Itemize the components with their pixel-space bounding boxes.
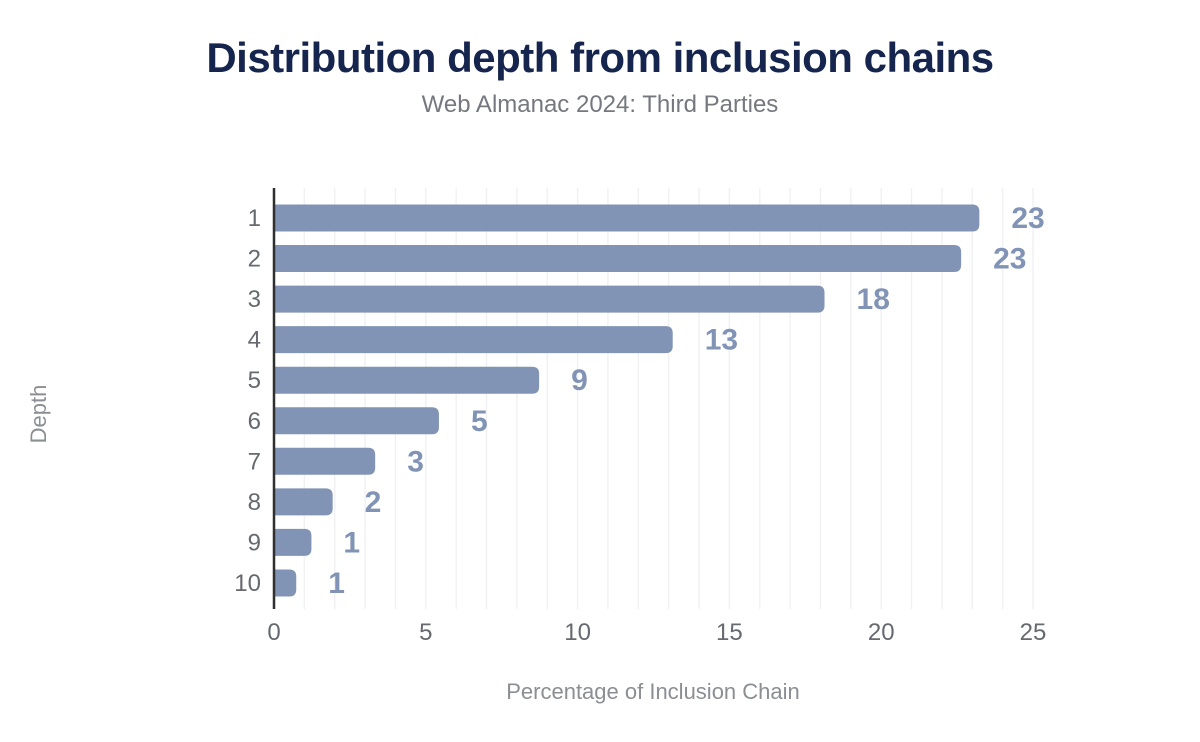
x-axis-title: Percentage of Inclusion Chain xyxy=(506,679,800,704)
bar-value-label: 1 xyxy=(328,567,345,600)
x-axis-tick-labels: 0 5 10 15 20 25 xyxy=(267,619,1046,646)
bar xyxy=(275,326,673,354)
bar xyxy=(275,204,980,232)
bars-group xyxy=(275,204,980,597)
bar-value-label: 1 xyxy=(343,526,360,559)
y-tick-label: 1 xyxy=(248,205,261,232)
bar xyxy=(275,569,297,597)
bar xyxy=(275,447,376,475)
y-tick-label: 2 xyxy=(248,246,261,273)
y-tick-label: 10 xyxy=(234,570,261,597)
bar xyxy=(275,407,439,435)
y-tick-label: 6 xyxy=(248,408,261,435)
x-tick-label: 5 xyxy=(419,619,432,646)
bar xyxy=(275,366,540,394)
bar-value-label: 23 xyxy=(993,243,1026,276)
bar-value-label: 23 xyxy=(1011,202,1044,235)
y-axis-title: Depth xyxy=(26,385,51,444)
y-tick-label: 7 xyxy=(248,448,261,475)
bar-value-label: 18 xyxy=(857,283,890,316)
bar xyxy=(275,488,333,516)
bar-value-label: 3 xyxy=(407,445,424,478)
y-tick-label: 4 xyxy=(248,327,261,354)
bar-value-label: 9 xyxy=(571,364,588,397)
y-axis-tick-labels: 1 2 3 4 5 6 7 8 9 10 xyxy=(234,205,261,597)
bar xyxy=(275,285,825,313)
bar xyxy=(275,528,312,556)
bar-value-label: 13 xyxy=(705,324,738,357)
bar-value-label: 2 xyxy=(365,486,382,519)
x-tick-label: 20 xyxy=(868,619,895,646)
x-tick-label: 0 xyxy=(267,619,280,646)
y-tick-label: 3 xyxy=(248,286,261,313)
bar xyxy=(275,245,962,273)
bar-value-label: 5 xyxy=(471,405,488,438)
chart-subtitle: Web Almanac 2024: Third Parties xyxy=(422,91,779,118)
x-tick-label: 15 xyxy=(716,619,743,646)
y-tick-label: 9 xyxy=(248,529,261,556)
x-tick-label: 10 xyxy=(564,619,591,646)
chart-title: Distribution depth from inclusion chains xyxy=(206,34,993,81)
y-tick-label: 8 xyxy=(248,489,261,516)
y-tick-label: 5 xyxy=(248,367,261,394)
x-tick-label: 25 xyxy=(1020,619,1047,646)
